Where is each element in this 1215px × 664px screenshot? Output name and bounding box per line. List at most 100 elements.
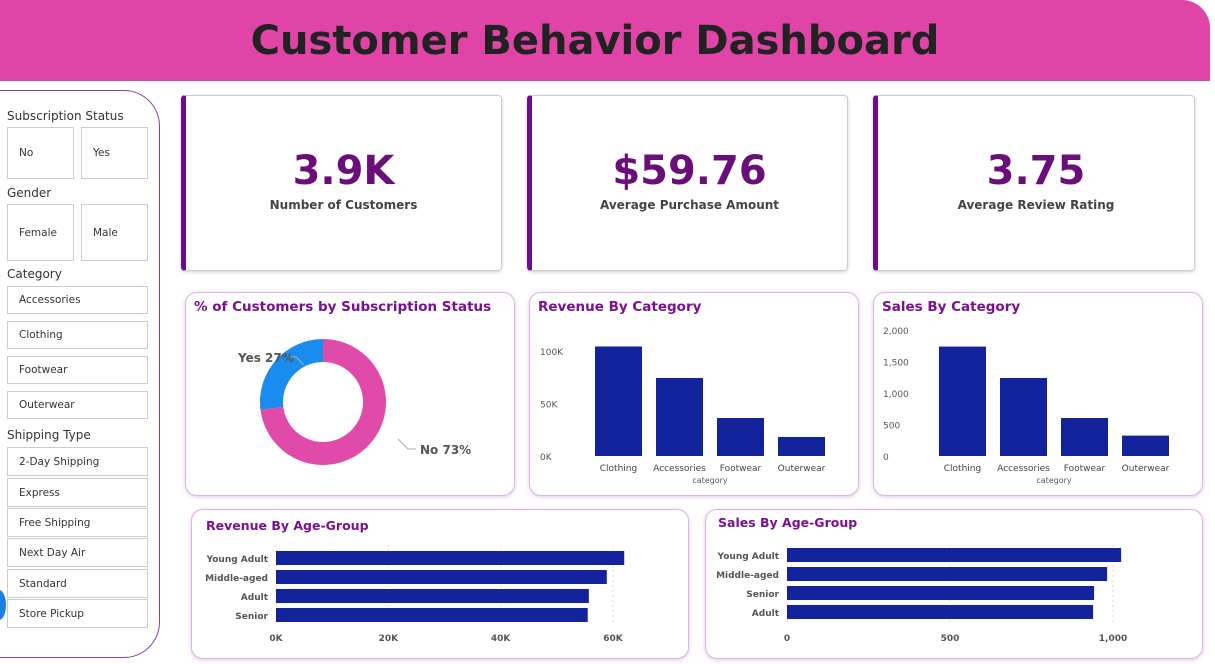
slicer-shipping-title: Shipping Type (7, 428, 91, 442)
revenue-age-card: Revenue By Age-Group 0K 20K 40K 60K Young Ad… (191, 509, 689, 659)
x-axis-label: category (1036, 476, 1072, 485)
bar-accessories (656, 377, 703, 456)
bar-adult (276, 589, 589, 603)
slicer-option-2day[interactable]: 2-Day Shipping (7, 447, 148, 476)
y-tick-label: 0K (540, 453, 553, 463)
x-tick-label: Footwear (1064, 464, 1106, 474)
x-tick-label: Outerwear (1122, 464, 1170, 474)
revenue-age-chart: 0K 20K 40K 60K Young Adult Middle-aged Adult Se… (205, 545, 625, 644)
y-tick-label: Senior (746, 590, 779, 600)
kpi-label: Average Review Rating (957, 198, 1115, 212)
x-axis-label: category (692, 476, 728, 485)
kpi-label: Number of Customers (269, 198, 418, 212)
chart-title: % of Customers by Subscription Status (194, 299, 492, 315)
sales-age-chart: 0 500 1,000 Young Adult Middle-aged Senior Adu… (716, 545, 1127, 644)
chart-title: Sales By Age-Group (718, 515, 858, 530)
bar-outerwear (1122, 435, 1169, 456)
kpi-customers: 3.9K Number of Customers (181, 95, 502, 271)
kpi-value: $59.76 (612, 148, 767, 194)
slicer-option-nextday[interactable]: Next Day Air (7, 538, 148, 567)
y-tick-label: Adult (241, 593, 269, 603)
y-tick-label: 50K (540, 401, 558, 411)
slicer-option-pickup[interactable]: Store Pickup (7, 599, 148, 628)
bar-senior (787, 586, 1095, 600)
slicer-option-standard[interactable]: Standard (7, 569, 148, 598)
x-tick-label: Accessories (997, 464, 1050, 474)
x-tick-label: Accessories (653, 464, 706, 474)
x-tick-label: 0K (269, 634, 283, 644)
revenue-category-chart: 0K 50K 100K Clothing Accessories Footwear Oute… (540, 346, 826, 485)
slicer-category-title: Category (7, 267, 62, 281)
sales-category-chart: 0 500 1,000 1,500 2,000 Clothing Accessories Fo… (883, 327, 1170, 485)
slicer-option-outerwear[interactable]: Outerwear (7, 391, 148, 419)
header-bar: Customer Behavior Dashboard (0, 0, 1210, 81)
kpi-label: Average Purchase Amount (599, 198, 780, 212)
y-tick-label: Young Adult (717, 552, 780, 562)
bar-adult (787, 605, 1094, 619)
x-tick-label: 60K (603, 634, 624, 644)
x-tick-label: 40K (491, 634, 512, 644)
x-tick-label: 0 (784, 634, 790, 644)
slicer-option-yes[interactable]: Yes (81, 127, 148, 179)
x-tick-label: 500 (941, 634, 960, 644)
donut-chart: Yes 27% No 73% (237, 339, 471, 465)
y-tick-label: Senior (235, 612, 268, 622)
donut-slice-no (260, 339, 386, 465)
bar-outerwear (778, 436, 825, 456)
leader-line (397, 438, 416, 450)
donut-label-yes: Yes 27% (237, 351, 294, 365)
slicer-gender-title: Gender (7, 186, 52, 200)
y-tick-label: 0 (883, 453, 889, 463)
slicer-option-clothing[interactable]: Clothing (7, 321, 148, 349)
sales-age-card: Sales By Age-Group 0 500 1,000 Young Adult M… (705, 509, 1203, 659)
bar-middle-aged (787, 567, 1108, 581)
x-tick-label: Footwear (720, 464, 762, 474)
y-tick-label: 100K (540, 348, 564, 358)
chart-title: Sales By Category (882, 299, 1021, 315)
y-tick-label: 2,000 (883, 327, 909, 337)
x-tick-label: 1,000 (1099, 634, 1127, 644)
slicer-subscription-title: Subscription Status (7, 109, 124, 123)
y-tick-label: Adult (752, 609, 780, 619)
sales-category-card: Sales By Category 0 500 1,000 1,500 2,000 Clo… (873, 292, 1203, 496)
slicer-option-footwear[interactable]: Footwear (7, 356, 148, 384)
subscription-donut-card: % of Customers by Subscription Status Ye… (185, 292, 515, 496)
slicer-option-female[interactable]: Female (7, 204, 74, 261)
bar-accessories (1000, 378, 1047, 456)
y-tick-label: 1,500 (883, 359, 909, 369)
bar-young-adult (276, 551, 625, 565)
x-tick-label: Clothing (944, 464, 981, 474)
page-title: Customer Behavior Dashboard (250, 17, 940, 64)
slicer-option-accessories[interactable]: Accessories (7, 286, 148, 314)
chart-title: Revenue By Age-Group (206, 518, 369, 533)
slicer-option-express[interactable]: Express (7, 478, 148, 507)
bar-middle-aged (276, 570, 607, 584)
bar-clothing (595, 346, 642, 456)
y-tick-label: Middle-aged (716, 571, 779, 581)
bar-senior (276, 608, 588, 622)
y-tick-label: 1,000 (883, 390, 909, 400)
filter-panel (0, 90, 160, 658)
kpi-avg-rating: 3.75 Average Review Rating (873, 95, 1195, 271)
slicer-option-free[interactable]: Free Shipping (7, 508, 148, 537)
slicer-option-male[interactable]: Male (81, 204, 148, 261)
bar-young-adult (787, 548, 1122, 562)
donut-label-no: No 73% (420, 443, 471, 457)
donut-slice-yes (260, 339, 323, 410)
bar-footwear (717, 417, 764, 456)
x-tick-label: Outerwear (778, 464, 826, 474)
chart-title: Revenue By Category (538, 299, 702, 315)
kpi-value: 3.75 (986, 148, 1086, 194)
kpi-avg-purchase: $59.76 Average Purchase Amount (527, 95, 848, 271)
x-tick-label: 20K (379, 634, 400, 644)
revenue-category-card: Revenue By Category 0K 50K 100K Clothing Acc… (529, 292, 859, 496)
scroll-indicator[interactable] (0, 590, 6, 620)
bar-clothing (939, 346, 986, 456)
leader-line (291, 356, 305, 366)
x-tick-label: Clothing (600, 464, 637, 474)
y-tick-label: Young Adult (206, 555, 269, 565)
slicer-option-no[interactable]: No (7, 127, 74, 179)
bar-footwear (1061, 418, 1108, 456)
y-tick-label: 500 (883, 422, 900, 432)
kpi-value: 3.9K (292, 148, 395, 194)
